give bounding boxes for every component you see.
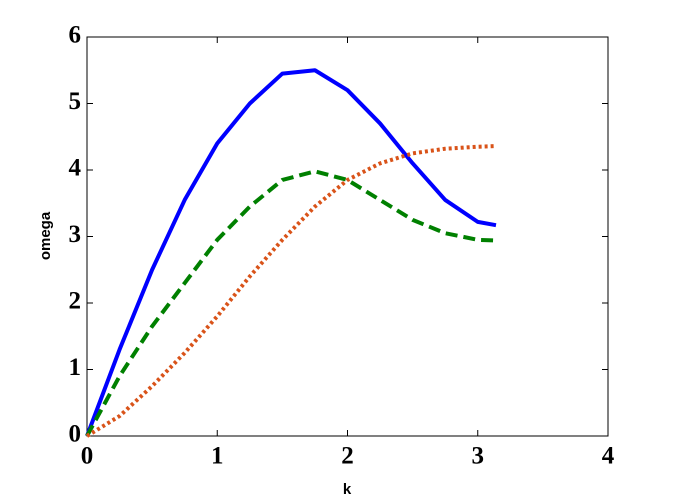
x-axis-label: k bbox=[343, 481, 352, 498]
y-tick-label: 0 bbox=[69, 421, 82, 448]
y-axis-label: omega bbox=[37, 211, 54, 260]
line-series bbox=[85, 169, 497, 437]
y-tick-label: 1 bbox=[69, 354, 82, 381]
y-tick-label: 2 bbox=[69, 288, 82, 315]
x-tick-label: 0 bbox=[81, 443, 94, 470]
y-tick-label: 4 bbox=[69, 155, 82, 182]
y-tick-label: 6 bbox=[69, 22, 82, 49]
x-tick-label: 2 bbox=[341, 443, 354, 470]
y-tick-label: 5 bbox=[69, 88, 82, 115]
x-tick-label: 1 bbox=[211, 443, 224, 470]
x-tick-label: 4 bbox=[602, 443, 615, 470]
y-tick-label: 3 bbox=[69, 221, 82, 248]
line-series bbox=[85, 68, 497, 437]
plot-frame bbox=[86, 36, 609, 437]
x-tick-label: 3 bbox=[472, 443, 485, 470]
line-series bbox=[85, 144, 497, 438]
